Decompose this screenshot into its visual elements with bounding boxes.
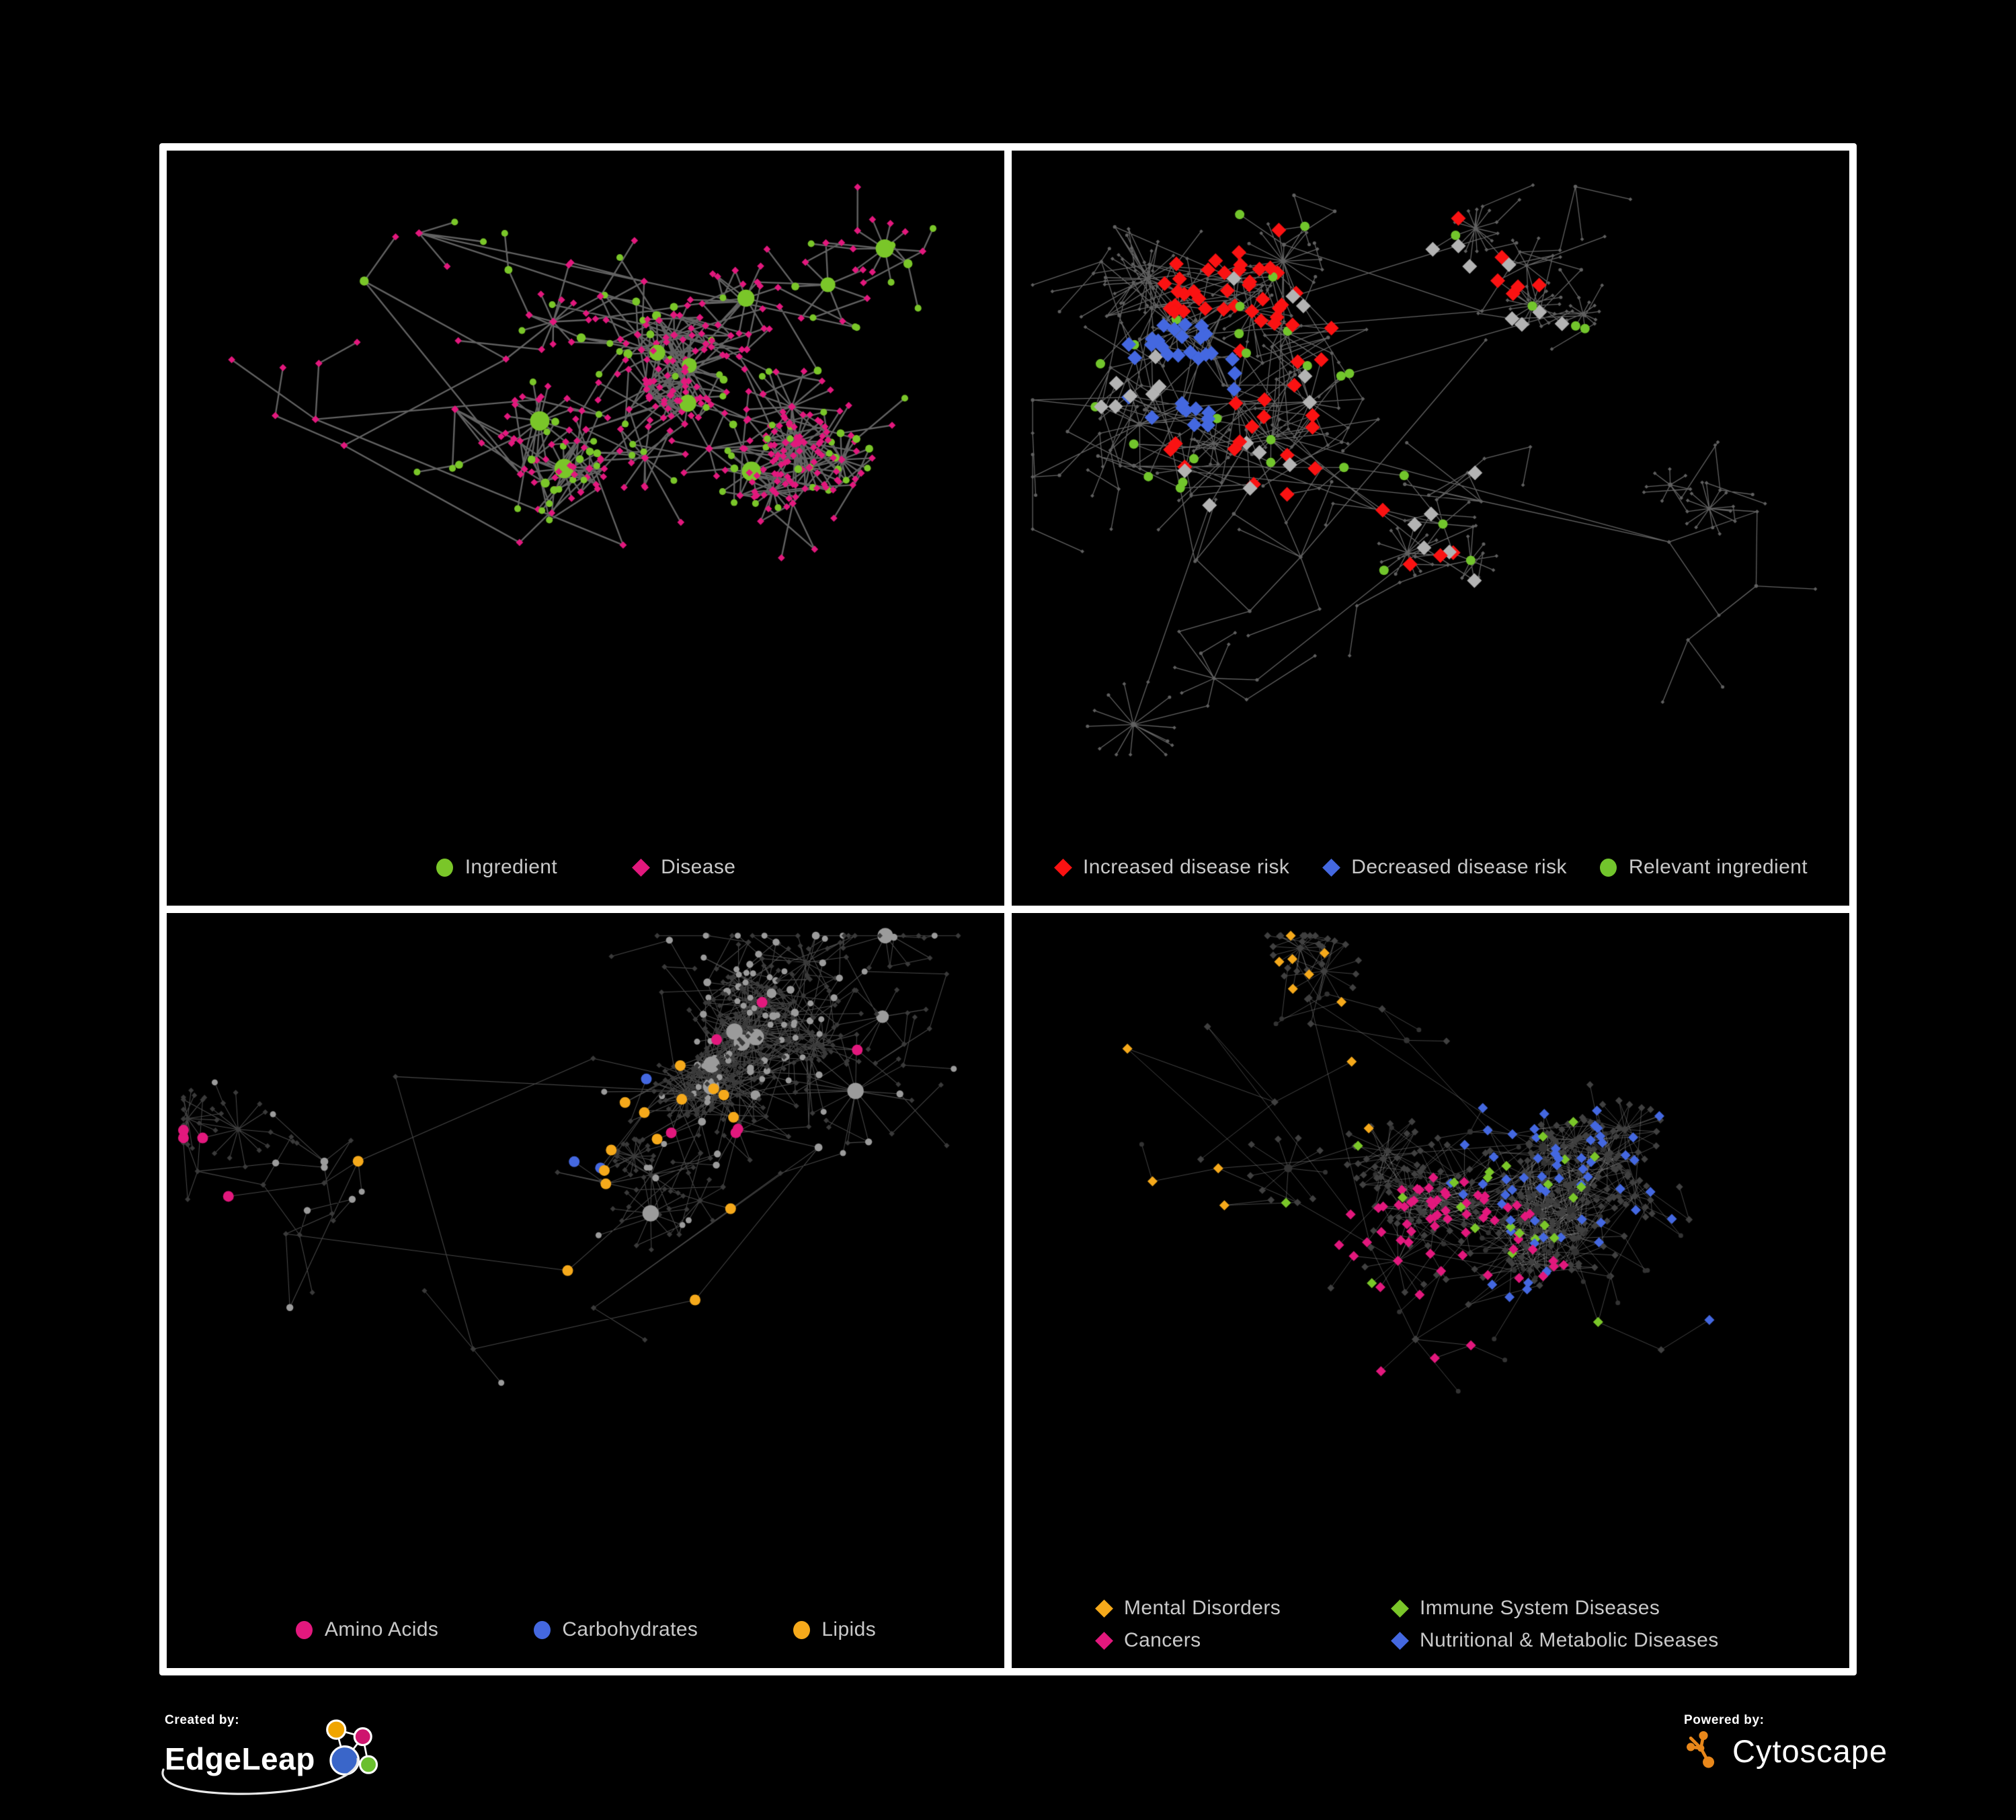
- panel-disease-risk: Increased disease risk Decreased disease …: [1012, 151, 1849, 906]
- cytoscape-wordmark: Cytoscape: [1732, 1733, 1888, 1770]
- network-canvas-ingredient-disease: [167, 151, 1004, 906]
- legend-label: Nutritional & Metabolic Diseases: [1420, 1629, 1719, 1651]
- panel-grid: Ingredient Disease Increased disease risk…: [159, 143, 1857, 1675]
- legend-label: Amino Acids: [324, 1618, 439, 1640]
- legend-label: Decreased disease risk: [1351, 856, 1567, 878]
- circle-swatch-icon: [532, 1620, 551, 1639]
- diamond-swatch-icon: [1094, 1599, 1113, 1618]
- legend-item-carbohydrates: Carbohydrates: [532, 1618, 698, 1641]
- legend-item-amino-acids: Amino Acids: [295, 1618, 438, 1641]
- legend-item-relevant-ingredient: Relevant ingredient: [1599, 856, 1808, 879]
- legend-label: Increased disease risk: [1083, 856, 1290, 878]
- legend-label: Mental Disorders: [1124, 1597, 1281, 1619]
- diamond-swatch-icon: [1094, 1631, 1113, 1650]
- created-by-label: Created by:: [165, 1713, 240, 1727]
- edgeleap-node-pink: [353, 1727, 372, 1747]
- diamond-swatch-icon: [631, 858, 650, 877]
- circle-swatch-icon: [792, 1620, 811, 1639]
- cytoscape-logo: [1687, 1731, 1715, 1768]
- circle-swatch-icon: [1599, 858, 1618, 877]
- panel-legend-ingredient-disease: Ingredient Disease: [167, 856, 1004, 879]
- panel-legend-disease-risk: Increased disease risk Decreased disease …: [1012, 856, 1849, 879]
- panel-legend-nutrient-classes: Amino Acids Carbohydrates Lipids: [167, 1618, 1004, 1641]
- legend-row: Mental Disorders Immune System Diseases: [1094, 1597, 1767, 1620]
- legend-row: Ingredient Disease: [436, 856, 736, 879]
- legend-item-nutritional-metabolic-diseases: Nutritional & Metabolic Diseases: [1390, 1629, 1767, 1652]
- legend-label: Ingredient: [465, 856, 558, 878]
- panel-disease-categories: Mental Disorders Immune System Diseases Ca…: [1012, 913, 1849, 1668]
- legend-row: Increased disease risk Decreased disease …: [1053, 856, 1808, 879]
- diamond-swatch-icon: [1053, 858, 1072, 877]
- legend-item-disease: Disease: [631, 856, 735, 879]
- legend-item-cancers: Cancers: [1094, 1629, 1350, 1652]
- legend-item-immune-system-diseases: Immune System Diseases: [1390, 1597, 1767, 1620]
- edgeleap-credit: Created by: EdgeLeap: [161, 1713, 388, 1795]
- network-canvas-disease-risk: [1012, 151, 1849, 906]
- diamond-swatch-icon: [1322, 858, 1340, 877]
- network-canvas-disease-categories: [1012, 913, 1849, 1668]
- edgeleap-wordmark: EdgeLeap: [165, 1741, 315, 1776]
- edgeleap-node-blue: [329, 1745, 360, 1776]
- legend-label: Carbohydrates: [562, 1618, 698, 1640]
- edgeleap-logo: [325, 1719, 378, 1776]
- legend-row: Amino Acids Carbohydrates Lipids: [295, 1618, 876, 1641]
- legend-label: Lipids: [821, 1618, 877, 1640]
- legend-label: Immune System Diseases: [1420, 1597, 1660, 1619]
- powered-by-label: Powered by:: [1684, 1713, 1765, 1727]
- panel-legend-disease-categories: Mental Disorders Immune System Diseases Ca…: [1012, 1597, 1849, 1652]
- legend-label: Disease: [661, 856, 736, 878]
- network-canvas-nutrient-classes: [167, 913, 1004, 1668]
- diamond-swatch-icon: [1390, 1599, 1409, 1618]
- legend-item-increased-disease-risk: Increased disease risk: [1053, 856, 1289, 879]
- panel-nutrient-classes: Amino Acids Carbohydrates Lipids: [167, 913, 1004, 1668]
- panel-ingredient-disease: Ingredient Disease: [167, 151, 1004, 906]
- legend-item-lipids: Lipids: [792, 1618, 876, 1641]
- legend-label: Relevant ingredient: [1628, 856, 1808, 878]
- circle-swatch-icon: [295, 1620, 314, 1639]
- legend-row: Cancers Nutritional & Metabolic Diseases: [1094, 1629, 1767, 1652]
- edgeleap-node-green: [358, 1755, 378, 1774]
- cytoscape-credit: Powered by: Cytoscape: [1684, 1713, 1888, 1774]
- circle-swatch-icon: [436, 858, 454, 877]
- legend-item-mental-disorders: Mental Disorders: [1094, 1597, 1350, 1620]
- legend-item-decreased-disease-risk: Decreased disease risk: [1322, 856, 1567, 879]
- legend-label: Cancers: [1124, 1629, 1201, 1651]
- legend-item-ingredient: Ingredient: [436, 856, 557, 879]
- diamond-swatch-icon: [1390, 1631, 1409, 1650]
- edgeleap-node-orange: [325, 1719, 347, 1740]
